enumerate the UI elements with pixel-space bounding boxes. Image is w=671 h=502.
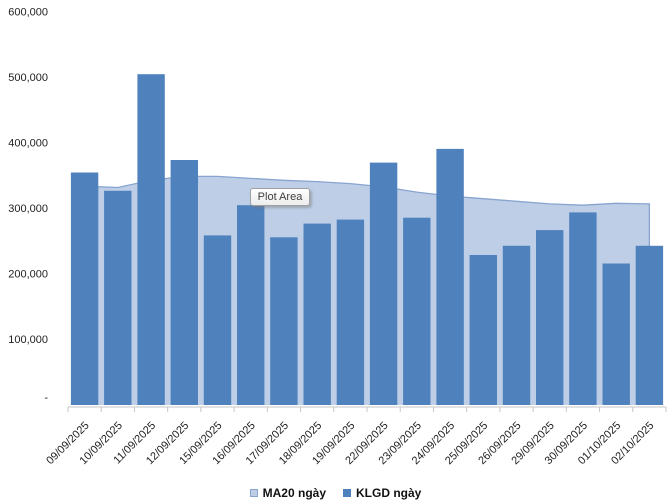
ma20-area[interactable]: [84, 176, 650, 405]
tooltip-text: Plot Area: [257, 191, 303, 203]
legend-label: KLGD ngày: [356, 486, 422, 500]
y-axis-label: 300,000: [8, 203, 48, 215]
y-axis-label: 100,000: [8, 334, 48, 346]
klgd-bar-17[interactable]: [635, 245, 664, 405]
klgd-bar-2[interactable]: [137, 74, 165, 405]
klgd-bar-11[interactable]: [436, 148, 464, 405]
legend-item-ma20[interactable]: MA20 ngày: [249, 486, 326, 500]
klgd-bar-3[interactable]: [170, 160, 198, 405]
klgd-bar-16[interactable]: [602, 263, 630, 406]
legend-swatch-area: [249, 489, 258, 497]
klgd-bar-9[interactable]: [369, 162, 398, 405]
klgd-bar-6[interactable]: [270, 237, 298, 405]
legend: MA20 ngày KLGD ngày: [0, 484, 671, 502]
klgd-bar-1[interactable]: [104, 190, 132, 405]
legend-swatch-bar: [343, 489, 351, 497]
klgd-bar-4[interactable]: [203, 235, 232, 405]
klgd-bar-13[interactable]: [502, 245, 531, 405]
y-axis-label: 200,000: [8, 269, 48, 281]
legend-item-klgd[interactable]: KLGD ngày: [343, 486, 421, 500]
klgd-bar-5[interactable]: [237, 205, 265, 405]
y-axis-label: 400,000: [8, 138, 48, 150]
legend-label: MA20 ngày: [262, 486, 326, 500]
klgd-bar-0[interactable]: [70, 172, 99, 406]
klgd-bar-8[interactable]: [336, 219, 365, 405]
klgd-bar-10[interactable]: [403, 217, 431, 405]
y-axis-label: 600,000: [8, 7, 48, 19]
klgd-bar-15[interactable]: [569, 212, 597, 405]
klgd-bar-14[interactable]: [536, 230, 564, 405]
y-axis-label: 500,000: [8, 72, 48, 84]
klgd-bar-12[interactable]: [469, 255, 497, 405]
plot-area-tooltip: Plot Area: [250, 188, 310, 206]
klgd-bar-7[interactable]: [303, 223, 331, 405]
y-axis-label: -: [44, 392, 48, 404]
